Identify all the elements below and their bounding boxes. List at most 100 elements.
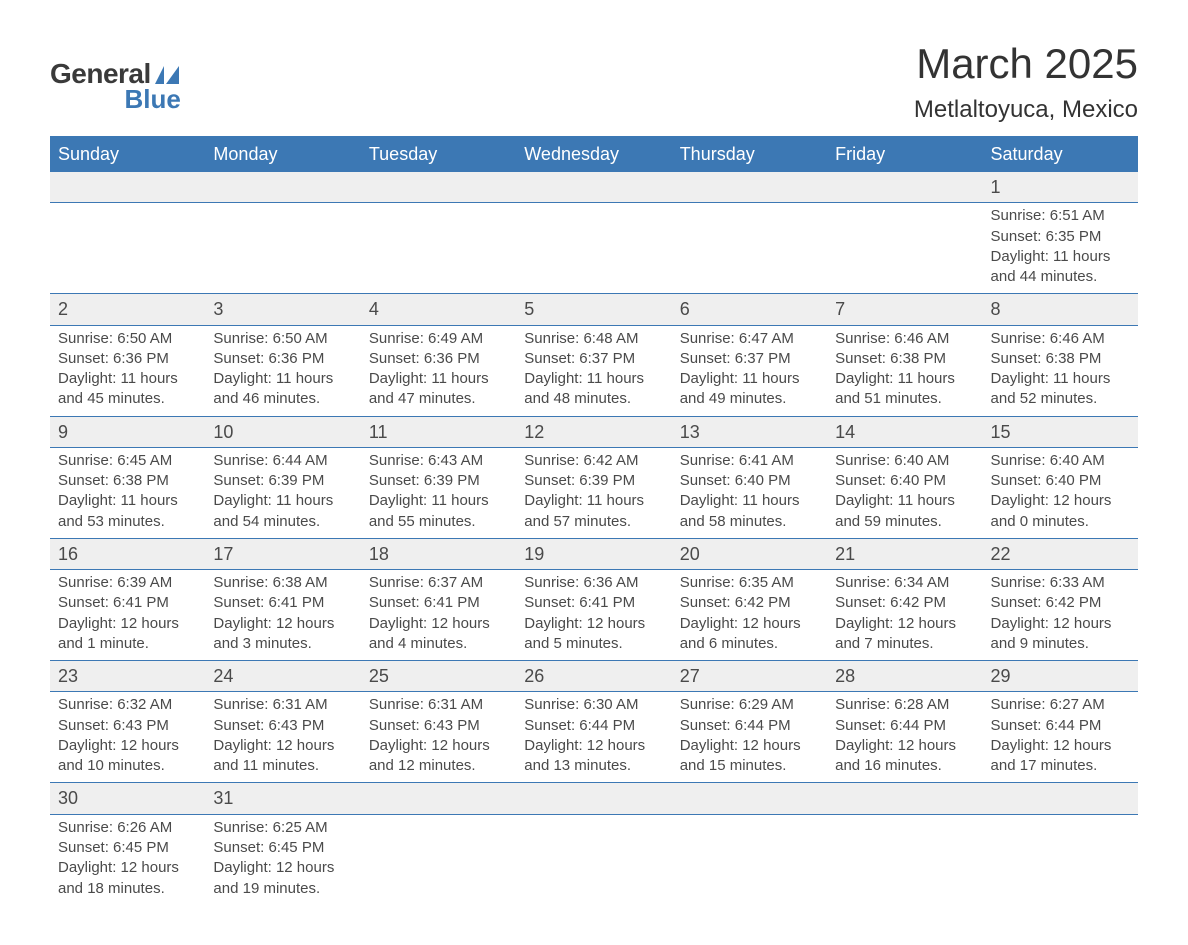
day-number bbox=[983, 783, 1138, 789]
daylight-line1: Daylight: 12 hours bbox=[213, 614, 352, 634]
day-number: 11 bbox=[361, 417, 516, 447]
sunrise-text: Sunrise: 6:44 AM bbox=[213, 451, 352, 471]
daylight-line2: and 48 minutes. bbox=[524, 389, 663, 409]
day-number-cell bbox=[672, 172, 827, 203]
day-number: 29 bbox=[983, 661, 1138, 691]
day-number: 16 bbox=[50, 539, 205, 569]
day-body-cell: Sunrise: 6:43 AMSunset: 6:39 PMDaylight:… bbox=[361, 447, 516, 538]
day-number bbox=[672, 783, 827, 789]
daylight-line2: and 55 minutes. bbox=[369, 512, 508, 532]
sunset-text: Sunset: 6:38 PM bbox=[58, 471, 197, 491]
day-number: 27 bbox=[672, 661, 827, 691]
day-number: 5 bbox=[516, 294, 671, 324]
day-number-cell bbox=[205, 172, 360, 203]
day-number: 21 bbox=[827, 539, 982, 569]
sunset-text: Sunset: 6:44 PM bbox=[991, 716, 1130, 736]
day-body-row: Sunrise: 6:51 AMSunset: 6:35 PMDaylight:… bbox=[50, 203, 1138, 294]
logo-text-blue: Blue bbox=[124, 84, 180, 115]
sunset-text: Sunset: 6:38 PM bbox=[835, 349, 974, 369]
day-number-cell: 27 bbox=[672, 661, 827, 692]
day-body-cell bbox=[827, 203, 982, 294]
day-body-cell: Sunrise: 6:44 AMSunset: 6:39 PMDaylight:… bbox=[205, 447, 360, 538]
daylight-line2: and 59 minutes. bbox=[835, 512, 974, 532]
sunrise-text: Sunrise: 6:34 AM bbox=[835, 573, 974, 593]
day-body-cell bbox=[672, 814, 827, 905]
daylight-line1: Daylight: 12 hours bbox=[680, 736, 819, 756]
day-body-cell: Sunrise: 6:36 AMSunset: 6:41 PMDaylight:… bbox=[516, 570, 671, 661]
day-body-cell bbox=[983, 814, 1138, 905]
day-number: 9 bbox=[50, 417, 205, 447]
day-number-cell: 19 bbox=[516, 538, 671, 569]
day-number-row: 23242526272829 bbox=[50, 661, 1138, 692]
day-body-cell: Sunrise: 6:27 AMSunset: 6:44 PMDaylight:… bbox=[983, 692, 1138, 783]
sunset-text: Sunset: 6:41 PM bbox=[213, 593, 352, 613]
daylight-line1: Daylight: 12 hours bbox=[213, 736, 352, 756]
daylight-line2: and 12 minutes. bbox=[369, 756, 508, 776]
daylight-line1: Daylight: 12 hours bbox=[991, 491, 1130, 511]
title-block: March 2025 Metlaltoyuca, Mexico bbox=[914, 40, 1138, 124]
day-number bbox=[672, 172, 827, 178]
sunrise-text: Sunrise: 6:38 AM bbox=[213, 573, 352, 593]
sunrise-text: Sunrise: 6:51 AM bbox=[991, 206, 1130, 226]
daylight-line1: Daylight: 12 hours bbox=[58, 736, 197, 756]
day-number-row: 2345678 bbox=[50, 294, 1138, 325]
daylight-line2: and 46 minutes. bbox=[213, 389, 352, 409]
day-number-cell: 15 bbox=[983, 416, 1138, 447]
day-number-cell: 31 bbox=[205, 783, 360, 814]
sunrise-text: Sunrise: 6:43 AM bbox=[369, 451, 508, 471]
day-number-cell: 9 bbox=[50, 416, 205, 447]
sunrise-text: Sunrise: 6:30 AM bbox=[524, 695, 663, 715]
day-body-cell: Sunrise: 6:29 AMSunset: 6:44 PMDaylight:… bbox=[672, 692, 827, 783]
sunset-text: Sunset: 6:40 PM bbox=[680, 471, 819, 491]
daylight-line1: Daylight: 11 hours bbox=[680, 491, 819, 511]
location-label: Metlaltoyuca, Mexico bbox=[914, 96, 1138, 124]
day-number: 13 bbox=[672, 417, 827, 447]
day-number-cell: 14 bbox=[827, 416, 982, 447]
day-body-cell: Sunrise: 6:45 AMSunset: 6:38 PMDaylight:… bbox=[50, 447, 205, 538]
day-body-cell bbox=[361, 203, 516, 294]
day-body-cell: Sunrise: 6:35 AMSunset: 6:42 PMDaylight:… bbox=[672, 570, 827, 661]
daylight-line1: Daylight: 12 hours bbox=[524, 736, 663, 756]
daylight-line2: and 16 minutes. bbox=[835, 756, 974, 776]
day-body-cell: Sunrise: 6:39 AMSunset: 6:41 PMDaylight:… bbox=[50, 570, 205, 661]
day-body-cell: Sunrise: 6:28 AMSunset: 6:44 PMDaylight:… bbox=[827, 692, 982, 783]
sunset-text: Sunset: 6:40 PM bbox=[991, 471, 1130, 491]
sunset-text: Sunset: 6:43 PM bbox=[369, 716, 508, 736]
sunset-text: Sunset: 6:42 PM bbox=[835, 593, 974, 613]
day-body-cell: Sunrise: 6:26 AMSunset: 6:45 PMDaylight:… bbox=[50, 814, 205, 905]
day-number: 4 bbox=[361, 294, 516, 324]
day-number: 6 bbox=[672, 294, 827, 324]
sunset-text: Sunset: 6:44 PM bbox=[524, 716, 663, 736]
day-number bbox=[516, 783, 671, 789]
day-number-cell bbox=[672, 783, 827, 814]
daylight-line1: Daylight: 12 hours bbox=[58, 614, 197, 634]
logo-sail-icon bbox=[155, 64, 181, 84]
page-header: General Blue March 2025 Metlaltoyuca, Me… bbox=[50, 40, 1138, 124]
day-number-row: 9101112131415 bbox=[50, 416, 1138, 447]
daylight-line2: and 17 minutes. bbox=[991, 756, 1130, 776]
sunset-text: Sunset: 6:36 PM bbox=[58, 349, 197, 369]
day-number-cell: 2 bbox=[50, 294, 205, 325]
daylight-line2: and 7 minutes. bbox=[835, 634, 974, 654]
day-number: 12 bbox=[516, 417, 671, 447]
sunset-text: Sunset: 6:43 PM bbox=[213, 716, 352, 736]
day-body-cell: Sunrise: 6:40 AMSunset: 6:40 PMDaylight:… bbox=[827, 447, 982, 538]
daylight-line1: Daylight: 12 hours bbox=[369, 614, 508, 634]
day-number-cell: 26 bbox=[516, 661, 671, 692]
daylight-line1: Daylight: 11 hours bbox=[58, 369, 197, 389]
daylight-line2: and 58 minutes. bbox=[680, 512, 819, 532]
day-number: 10 bbox=[205, 417, 360, 447]
sunrise-text: Sunrise: 6:31 AM bbox=[369, 695, 508, 715]
day-number-cell: 23 bbox=[50, 661, 205, 692]
calendar-table: Sunday Monday Tuesday Wednesday Thursday… bbox=[50, 136, 1138, 905]
day-body-cell: Sunrise: 6:40 AMSunset: 6:40 PMDaylight:… bbox=[983, 447, 1138, 538]
sunrise-text: Sunrise: 6:25 AM bbox=[213, 818, 352, 838]
daylight-line1: Daylight: 11 hours bbox=[835, 491, 974, 511]
sunset-text: Sunset: 6:42 PM bbox=[991, 593, 1130, 613]
sunrise-text: Sunrise: 6:37 AM bbox=[369, 573, 508, 593]
day-number-cell: 24 bbox=[205, 661, 360, 692]
sunrise-text: Sunrise: 6:32 AM bbox=[58, 695, 197, 715]
day-body-cell: Sunrise: 6:37 AMSunset: 6:41 PMDaylight:… bbox=[361, 570, 516, 661]
day-body-cell: Sunrise: 6:50 AMSunset: 6:36 PMDaylight:… bbox=[205, 325, 360, 416]
sunset-text: Sunset: 6:45 PM bbox=[213, 838, 352, 858]
